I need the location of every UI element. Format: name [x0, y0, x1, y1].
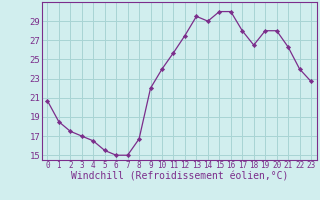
- X-axis label: Windchill (Refroidissement éolien,°C): Windchill (Refroidissement éolien,°C): [70, 172, 288, 182]
